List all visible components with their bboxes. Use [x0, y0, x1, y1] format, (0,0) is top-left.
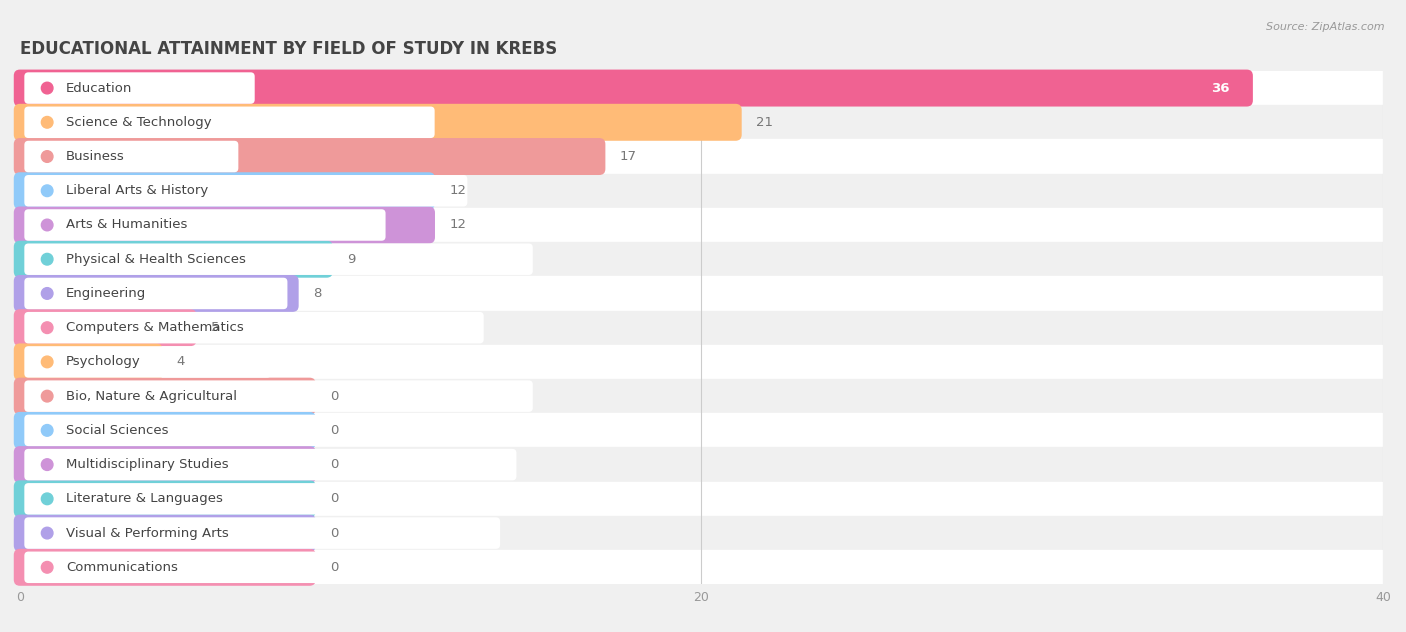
- Bar: [20, 345, 1384, 379]
- Text: Engineering: Engineering: [66, 287, 146, 300]
- Bar: [20, 242, 1384, 276]
- Text: Liberal Arts & History: Liberal Arts & History: [66, 185, 208, 197]
- Bar: [20, 140, 1384, 174]
- FancyBboxPatch shape: [24, 415, 353, 446]
- Circle shape: [41, 459, 53, 470]
- Text: 36: 36: [1211, 82, 1230, 95]
- Text: 12: 12: [450, 219, 467, 231]
- FancyBboxPatch shape: [24, 243, 533, 275]
- FancyBboxPatch shape: [14, 241, 333, 277]
- Text: 17: 17: [620, 150, 637, 163]
- FancyBboxPatch shape: [14, 275, 298, 312]
- Text: Business: Business: [66, 150, 125, 163]
- FancyBboxPatch shape: [24, 449, 516, 480]
- Text: Multidisciplinary Studies: Multidisciplinary Studies: [66, 458, 229, 471]
- FancyBboxPatch shape: [24, 72, 254, 104]
- Text: 5: 5: [211, 321, 219, 334]
- FancyBboxPatch shape: [24, 312, 484, 343]
- Circle shape: [41, 288, 53, 300]
- FancyBboxPatch shape: [14, 412, 316, 449]
- Text: 0: 0: [330, 492, 339, 506]
- Bar: [20, 550, 1384, 585]
- Text: EDUCATIONAL ATTAINMENT BY FIELD OF STUDY IN KREBS: EDUCATIONAL ATTAINMENT BY FIELD OF STUDY…: [20, 40, 557, 58]
- FancyBboxPatch shape: [14, 173, 434, 209]
- Text: 0: 0: [330, 390, 339, 403]
- FancyBboxPatch shape: [14, 480, 316, 518]
- Text: Social Sciences: Social Sciences: [66, 424, 169, 437]
- Text: 0: 0: [330, 424, 339, 437]
- Circle shape: [41, 391, 53, 402]
- Bar: [20, 174, 1384, 208]
- Bar: [20, 447, 1384, 482]
- Bar: [20, 208, 1384, 242]
- Text: Bio, Nature & Agricultural: Bio, Nature & Agricultural: [66, 390, 236, 403]
- Text: 21: 21: [756, 116, 773, 129]
- FancyBboxPatch shape: [24, 552, 336, 583]
- FancyBboxPatch shape: [14, 378, 316, 415]
- Bar: [20, 71, 1384, 105]
- Circle shape: [41, 253, 53, 265]
- Bar: [20, 482, 1384, 516]
- Circle shape: [41, 82, 53, 94]
- Circle shape: [41, 322, 53, 334]
- Text: Science & Technology: Science & Technology: [66, 116, 211, 129]
- FancyBboxPatch shape: [24, 518, 501, 549]
- Text: 4: 4: [177, 355, 186, 368]
- Circle shape: [41, 116, 53, 128]
- Circle shape: [41, 185, 53, 197]
- Bar: [20, 379, 1384, 413]
- Bar: [20, 516, 1384, 550]
- Text: Literature & Languages: Literature & Languages: [66, 492, 222, 506]
- Text: Source: ZipAtlas.com: Source: ZipAtlas.com: [1267, 22, 1385, 32]
- FancyBboxPatch shape: [24, 175, 467, 207]
- FancyBboxPatch shape: [14, 207, 434, 243]
- FancyBboxPatch shape: [14, 138, 606, 175]
- Circle shape: [41, 561, 53, 573]
- Text: 12: 12: [450, 185, 467, 197]
- Text: Arts & Humanities: Arts & Humanities: [66, 219, 187, 231]
- Text: Visual & Performing Arts: Visual & Performing Arts: [66, 526, 229, 540]
- Text: 8: 8: [314, 287, 322, 300]
- FancyBboxPatch shape: [24, 346, 271, 378]
- Circle shape: [41, 527, 53, 539]
- Circle shape: [41, 356, 53, 368]
- Text: 0: 0: [330, 561, 339, 574]
- Text: 0: 0: [330, 526, 339, 540]
- FancyBboxPatch shape: [14, 343, 162, 380]
- FancyBboxPatch shape: [24, 107, 434, 138]
- Circle shape: [41, 425, 53, 436]
- Bar: [20, 105, 1384, 140]
- Circle shape: [41, 150, 53, 162]
- Text: Communications: Communications: [66, 561, 177, 574]
- FancyBboxPatch shape: [24, 209, 385, 241]
- Text: 9: 9: [347, 253, 356, 265]
- Text: Education: Education: [66, 82, 132, 95]
- Bar: [20, 310, 1384, 345]
- Circle shape: [41, 219, 53, 231]
- Circle shape: [41, 493, 53, 505]
- FancyBboxPatch shape: [14, 104, 742, 141]
- FancyBboxPatch shape: [14, 446, 316, 483]
- FancyBboxPatch shape: [14, 514, 316, 552]
- FancyBboxPatch shape: [14, 309, 197, 346]
- Text: Psychology: Psychology: [66, 355, 141, 368]
- Bar: [20, 276, 1384, 310]
- FancyBboxPatch shape: [24, 141, 239, 173]
- Text: Physical & Health Sciences: Physical & Health Sciences: [66, 253, 246, 265]
- FancyBboxPatch shape: [24, 277, 287, 309]
- Text: 0: 0: [330, 458, 339, 471]
- Text: Computers & Mathematics: Computers & Mathematics: [66, 321, 243, 334]
- FancyBboxPatch shape: [24, 380, 533, 412]
- Bar: [20, 413, 1384, 447]
- FancyBboxPatch shape: [14, 549, 316, 586]
- FancyBboxPatch shape: [24, 483, 467, 514]
- FancyBboxPatch shape: [14, 70, 1253, 107]
